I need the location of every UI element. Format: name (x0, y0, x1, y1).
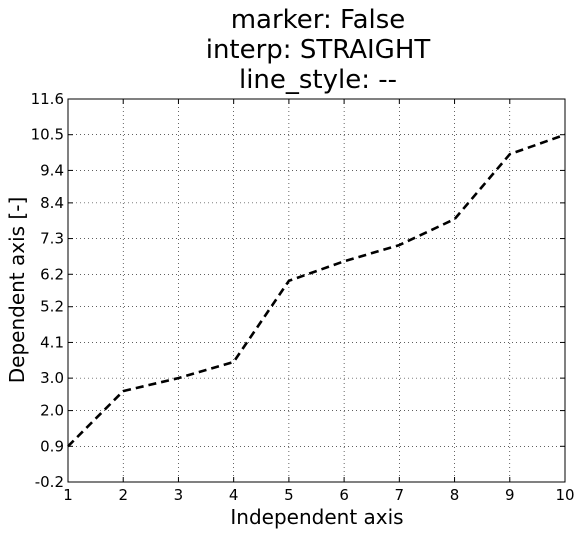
chart-title-line-2: interp: STRAIGHT (206, 35, 431, 65)
grid-lines (67, 98, 566, 483)
chart-title-line-1: marker: False (231, 5, 406, 35)
y-tick-label: -0.2 (35, 473, 64, 491)
y-tick-label: 7.3 (40, 230, 64, 248)
x-tick-label: 7 (395, 486, 405, 504)
x-tick-label: 8 (450, 486, 460, 504)
y-tick-label: 0.9 (40, 437, 64, 455)
x-tick-labels: 1 2 3 4 5 6 7 8 9 10 (63, 486, 574, 504)
y-tick-label: 10.5 (31, 126, 64, 144)
y-tick-label: 11.6 (31, 90, 64, 108)
x-tick-label: 9 (505, 486, 515, 504)
y-tick-labels: -0.2 0.9 2.0 3.0 4.1 5.2 6.2 7.3 8.4 9.4 10.5 11.6 (31, 90, 64, 491)
x-tick-label: 3 (174, 486, 184, 504)
x-tick-label: 10 (555, 486, 574, 504)
y-tick-label: 2.0 (40, 402, 64, 420)
x-tick-label: 2 (118, 486, 128, 504)
x-axis-label: Independent axis (230, 505, 403, 529)
plot-frame (67, 98, 566, 483)
x-tick-label: 6 (339, 486, 349, 504)
x-tick-label: 5 (284, 486, 294, 504)
y-tick-label: 6.2 (40, 265, 64, 283)
x-tick-label: 1 (63, 486, 73, 504)
y-axis-label: Dependent axis [-] (5, 197, 29, 384)
y-tick-label: 8.4 (40, 194, 64, 212)
axis-ticks (67, 98, 566, 483)
y-tick-label: 3.0 (40, 369, 64, 387)
y-tick-label: 5.2 (40, 298, 64, 316)
y-tick-label: 4.1 (40, 333, 64, 351)
series-line (67, 133, 566, 448)
x-tick-label: 4 (229, 486, 239, 504)
series-layer (67, 133, 566, 448)
chart-title-line-3: line_style: -- (239, 65, 397, 95)
y-tick-label: 9.4 (40, 161, 64, 179)
